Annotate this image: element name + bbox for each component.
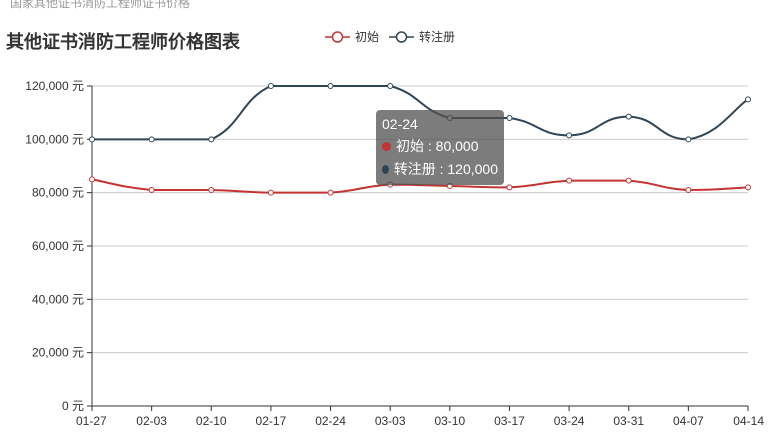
legend-item-series-2[interactable]: 转注册 — [389, 28, 455, 45]
tooltip-value-series-2: 转注册 : 120,000 — [393, 161, 498, 177]
data-point-series-2[interactable] — [625, 113, 632, 120]
y-tick-label: 60,000 元 — [32, 239, 84, 253]
y-tick-label: 120,000 元 — [25, 79, 84, 93]
legend: 初始 转注册 — [325, 28, 465, 45]
data-point-series-2[interactable] — [89, 136, 95, 143]
y-tick-label: 100,000 元 — [25, 132, 84, 146]
tooltip: 02-24 初始 : 80,000 转注册 : 120,000 — [376, 110, 504, 185]
x-tick-label: 01-27 — [76, 414, 107, 428]
legend-item-series-1[interactable]: 初始 — [325, 28, 379, 45]
y-tick-label: 80,000 元 — [32, 186, 84, 200]
tooltip-row-series-2: 转注册 : 120,000 — [382, 159, 498, 179]
y-tick-label: 40,000 元 — [32, 292, 84, 306]
legend-line-circle-icon — [389, 30, 415, 43]
x-tick-label: 03-10 — [434, 414, 465, 428]
data-point-series-1[interactable] — [566, 177, 573, 184]
x-tick-label: 02-24 — [315, 414, 346, 428]
data-point-series-2[interactable] — [685, 136, 692, 143]
data-point-series-2[interactable] — [745, 96, 751, 103]
data-point-series-2[interactable] — [387, 83, 394, 89]
data-point-series-2[interactable] — [208, 136, 215, 143]
tooltip-dot-icon — [382, 141, 391, 151]
data-point-series-1[interactable] — [208, 187, 215, 193]
y-tick-label: 20,000 元 — [32, 346, 84, 360]
x-tick-label: 03-24 — [554, 414, 585, 428]
data-point-series-1[interactable] — [685, 187, 692, 193]
x-tick-label: 02-17 — [256, 414, 287, 428]
data-point-series-2[interactable] — [327, 83, 334, 89]
data-point-series-2[interactable] — [566, 132, 573, 139]
tooltip-value-series-1: 初始 : 80,000 — [396, 138, 479, 154]
x-tick-label: 04-07 — [673, 414, 704, 428]
x-tick-label: 02-03 — [136, 414, 167, 428]
top-caption: 国家其他证书消防工程师证书价格 — [10, 0, 191, 10]
legend-label-series-2: 转注册 — [419, 30, 456, 44]
legend-line-circle-icon — [325, 30, 350, 43]
data-point-series-2[interactable] — [506, 115, 513, 121]
tooltip-row-series-1: 初始 : 80,000 — [382, 136, 498, 156]
data-point-series-1[interactable] — [506, 184, 513, 191]
data-point-series-1[interactable] — [89, 176, 95, 183]
data-point-series-2[interactable] — [267, 83, 274, 89]
tooltip-dot-icon — [382, 164, 389, 174]
series-line-1[interactable] — [91, 178, 749, 194]
x-tick-label: 03-31 — [613, 414, 644, 428]
x-tick-label: 03-03 — [375, 414, 406, 428]
data-point-series-1[interactable] — [625, 177, 632, 184]
y-tick-label: 0 元 — [62, 399, 84, 413]
tooltip-title: 02-24 — [382, 116, 418, 132]
data-point-series-1[interactable] — [148, 187, 155, 193]
data-point-series-1[interactable] — [327, 189, 334, 196]
legend-label-series-1: 初始 — [355, 30, 380, 44]
data-point-series-2[interactable] — [148, 136, 155, 143]
x-tick-label: 02-10 — [196, 414, 227, 428]
chart-title: 其他证书消防工程师价格图表 — [6, 32, 240, 52]
data-point-series-1[interactable] — [745, 184, 751, 191]
x-tick-label: 04-14 — [733, 414, 764, 428]
x-tick-label: 03-17 — [494, 414, 525, 428]
data-point-series-1[interactable] — [267, 189, 274, 196]
